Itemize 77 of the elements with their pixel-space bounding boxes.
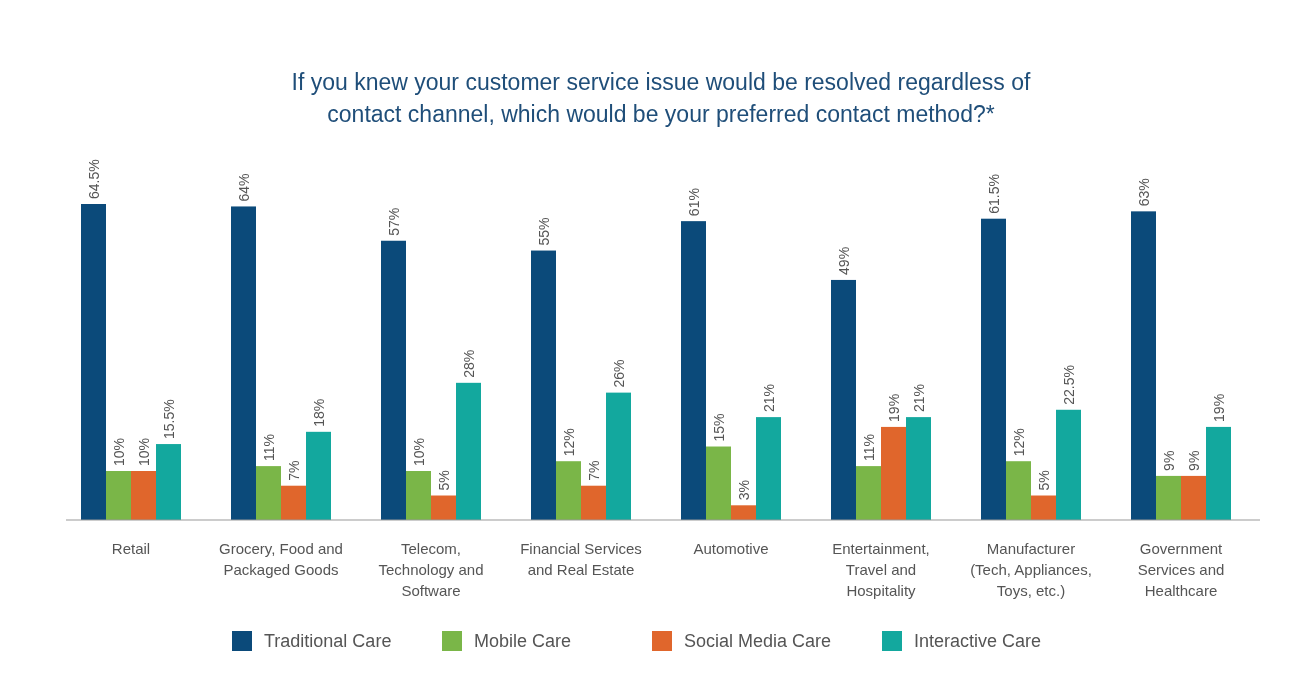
bar [1056, 409, 1081, 520]
data-label: 18% [310, 398, 327, 427]
data-label: 57% [385, 207, 402, 236]
bar [156, 444, 181, 520]
bar [381, 240, 406, 520]
data-label: 9% [1185, 450, 1202, 471]
bar [456, 382, 481, 520]
x-tick-label: Government Services and Healthcare [1137, 540, 1225, 599]
data-label: 7% [285, 460, 302, 481]
data-label: 26% [610, 359, 627, 388]
x-tick-label: Retail [111, 540, 151, 557]
data-label: 12% [1010, 428, 1027, 457]
bar [1181, 475, 1206, 520]
bar [1156, 475, 1181, 520]
data-label: 11% [860, 434, 877, 462]
bar [906, 417, 931, 520]
data-label: 21% [910, 384, 927, 413]
data-label: 19% [1210, 393, 1227, 422]
bar [531, 250, 556, 520]
bar [281, 485, 306, 520]
x-tick-label: Automotive [693, 540, 769, 557]
data-label: 55% [535, 217, 552, 246]
bar [556, 461, 581, 520]
bar [431, 495, 456, 520]
bar [881, 426, 906, 520]
bar [606, 392, 631, 520]
bar [1206, 426, 1231, 520]
bar [1131, 211, 1156, 520]
data-label: 21% [760, 384, 777, 413]
data-label: 12% [560, 428, 577, 457]
data-label: 7% [585, 460, 602, 481]
data-label: 10% [110, 437, 127, 467]
data-label: 64.5% [85, 159, 102, 199]
data-label: 10% [135, 437, 152, 467]
x-tick-label: Telecom, Technology and Software [378, 540, 484, 599]
legend-label: Social Media Care [684, 631, 832, 651]
bar [831, 279, 856, 520]
data-label: 11% [260, 434, 277, 462]
data-label: 19% [885, 393, 902, 422]
x-tick-label: Grocery, Food and Packaged Goods [219, 540, 343, 578]
bar [131, 471, 156, 520]
bar [1031, 495, 1056, 520]
data-label: 49% [835, 246, 852, 275]
bar [731, 505, 756, 520]
x-tick-label: Entertainment, Travel and Hospitality [832, 540, 930, 599]
data-label: 15.5% [160, 399, 177, 440]
data-label: 28% [460, 349, 477, 378]
legend-label: Interactive Care [914, 631, 1042, 651]
data-label: 15% [710, 413, 727, 442]
bar [231, 206, 256, 520]
data-label: 5% [435, 470, 452, 491]
bar [106, 471, 131, 520]
bar [306, 431, 331, 520]
data-label: 64% [235, 173, 252, 202]
data-label: 22.5% [1060, 365, 1077, 405]
legend-label: Traditional Care [264, 631, 392, 651]
bar [581, 485, 606, 520]
x-tick-label: Financial Services and Real Estate [520, 540, 642, 578]
data-label: 9% [1160, 450, 1177, 471]
bar [406, 471, 431, 520]
data-label: 5% [1035, 470, 1052, 491]
legend-label: Mobile Care [474, 631, 572, 651]
bar [256, 466, 281, 520]
data-label: 61.5% [985, 173, 1002, 214]
bar [981, 218, 1006, 520]
data-label: 10% [410, 437, 427, 467]
bar [681, 221, 706, 520]
data-label: 63% [1135, 178, 1152, 207]
bar [856, 466, 881, 520]
bar [706, 446, 731, 520]
bar [1006, 461, 1031, 520]
bar [81, 204, 106, 520]
bar [756, 417, 781, 520]
x-tick-label: Manufacturer (Tech, Appliances, Toys, etc.) [970, 540, 1092, 599]
data-label: 61% [685, 188, 702, 217]
data-label: 3% [735, 480, 752, 501]
chart-title: If you knew your customer service issue would be resolved regardless of contact channel, which would be your preferred contact method?* [291, 69, 1032, 127]
